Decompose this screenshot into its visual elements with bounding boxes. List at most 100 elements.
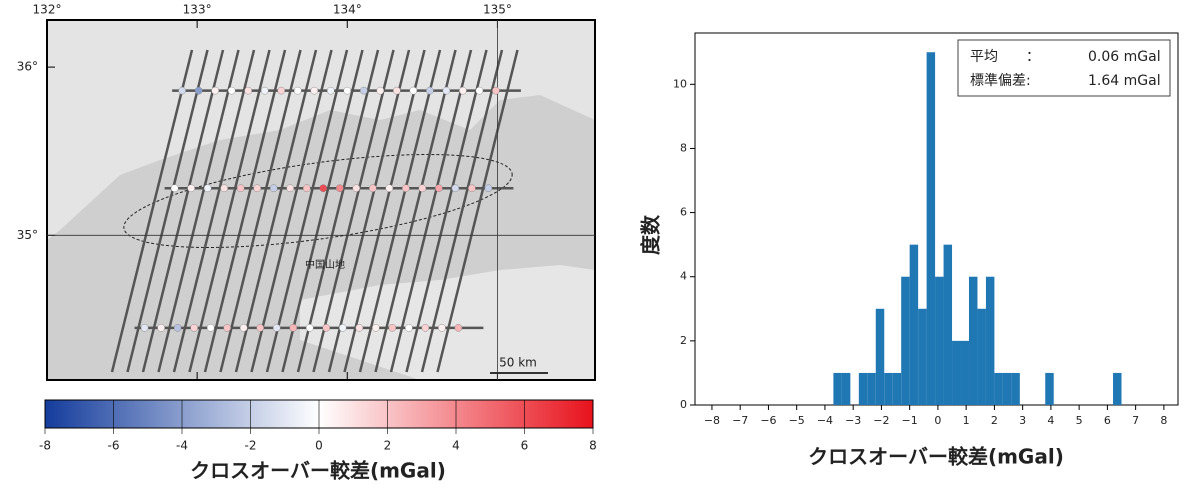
crossover-dot [422, 324, 429, 331]
x-tick-label: 2 [991, 414, 998, 427]
y-tick-label: 8 [680, 141, 687, 154]
figure: 中国山地 50 km クロスオーバー較差(mGal) 度数 クロスオーバー較差(… [0, 0, 1187, 500]
bar [884, 373, 892, 405]
crossover-dot [443, 87, 450, 94]
crossover-dot [393, 87, 400, 94]
colorbar-tick-label: -6 [108, 439, 120, 453]
crossover-dot [191, 324, 198, 331]
crossover-dot [195, 87, 202, 94]
crossover-dot [237, 185, 244, 192]
crossover-dot [438, 324, 445, 331]
crossover-dot [492, 87, 499, 94]
x-tick-label: 8 [1160, 414, 1167, 427]
x-tick-label: −4 [817, 414, 833, 427]
crossover-dot [212, 87, 219, 94]
bar [977, 309, 985, 405]
x-tick-label: −7 [732, 414, 748, 427]
x-tick-label: 1 [963, 414, 970, 427]
crossover-dot [360, 87, 367, 94]
crossover-dot [261, 87, 268, 94]
y-axis-label: 度数 [639, 214, 663, 255]
crossover-dot [188, 185, 195, 192]
crossover-dot [344, 87, 351, 94]
crossover-dot [327, 87, 334, 94]
crossover-dot [369, 185, 376, 192]
crossover-dot [389, 324, 396, 331]
crossover-dot [273, 324, 280, 331]
x-tick-label: −5 [789, 414, 805, 427]
bar [833, 373, 841, 405]
lon-tick-label: 134° [333, 3, 362, 17]
crossover-dot [240, 324, 247, 331]
bar [876, 309, 884, 405]
bar [910, 245, 918, 405]
crossover-dot [224, 324, 231, 331]
crossover-dot [402, 185, 409, 192]
crossover-dot [179, 87, 186, 94]
lon-tick-label: 132° [33, 3, 62, 17]
bar [952, 341, 960, 405]
x-tick-label: −3 [845, 414, 861, 427]
crossover-dot [204, 185, 211, 192]
bar [842, 373, 850, 405]
bar [867, 373, 875, 405]
crossover-dot [294, 87, 301, 94]
bar [1003, 373, 1011, 405]
bar [1045, 373, 1053, 405]
bar [961, 341, 969, 405]
lat-tick-label: 36° [17, 60, 38, 74]
y-tick-label: 6 [680, 206, 687, 219]
x-axis-label: クロスオーバー較差(mGal) [808, 445, 1064, 469]
y-tick-label: 0 [680, 398, 687, 411]
crossover-dot [290, 324, 297, 331]
bar [893, 373, 901, 405]
crossover-dot [372, 324, 379, 331]
bar [859, 373, 867, 405]
bar [994, 373, 1002, 405]
bar [918, 309, 926, 405]
crossover-dot [287, 185, 294, 192]
crossover-dot [311, 87, 318, 94]
scale-label: 50 km [499, 356, 537, 370]
lon-tick-label: 133° [183, 3, 212, 17]
bar [944, 245, 952, 405]
crossover-dot [254, 185, 261, 192]
x-tick-label: 4 [1047, 414, 1054, 427]
crossover-dot [386, 185, 393, 192]
crossover-dot [419, 185, 426, 192]
bar [901, 277, 909, 405]
y-tick-label: 2 [680, 334, 687, 347]
x-tick-label: 6 [1104, 414, 1111, 427]
crossover-dot [339, 324, 346, 331]
bar [927, 52, 935, 405]
crossover-dot [174, 324, 181, 331]
crossover-dot [405, 324, 412, 331]
x-tick-label: −2 [873, 414, 889, 427]
bar [1011, 373, 1019, 405]
crossover-dot [468, 185, 475, 192]
crossover-dot [306, 324, 313, 331]
stat-value: 1.64 mGal [1088, 73, 1161, 89]
x-tick-label: −6 [760, 414, 776, 427]
bar [969, 277, 977, 405]
stat-name: 平均 ： [970, 49, 1040, 65]
crossover-dot [336, 185, 343, 192]
colorbar-tick-label: 8 [589, 439, 597, 453]
colorbar-tick-label: -8 [39, 439, 51, 453]
crossover-dot [278, 87, 285, 94]
crossover-dot [377, 87, 384, 94]
crossover-dot [158, 324, 165, 331]
crossover-dot [257, 324, 264, 331]
crossover-dot [141, 324, 148, 331]
colorbar-tick-label: 2 [384, 439, 392, 453]
crossover-dot [323, 324, 330, 331]
crossover-dot [455, 324, 462, 331]
place-label: 中国山地 [305, 258, 345, 271]
x-tick-label: 5 [1076, 414, 1083, 427]
crossover-dot [356, 324, 363, 331]
lat-tick-label: 35° [17, 228, 38, 242]
stat-name: 標準偏差: [970, 73, 1031, 89]
crossover-dot [303, 185, 310, 192]
crossover-dot [270, 185, 277, 192]
crossover-dot [228, 87, 235, 94]
